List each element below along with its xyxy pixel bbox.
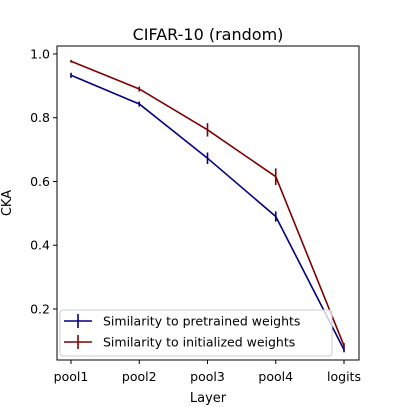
series-lines <box>70 60 345 351</box>
x-tick-label: pool4 <box>258 369 293 384</box>
series-line-2 <box>70 60 345 346</box>
x-tick-label: pool2 <box>122 369 157 384</box>
x-axis-label: Layer <box>190 391 227 406</box>
y-tick-label: 0.2 <box>30 301 50 316</box>
x-tick-label: logits <box>327 369 361 384</box>
y-tick-label: 1.0 <box>30 46 50 61</box>
series-line-1 <box>70 74 345 351</box>
x-axis-ticks: pool1 pool2 pool3 pool4 logits <box>54 360 361 384</box>
error-bars <box>70 60 345 353</box>
x-tick-label: pool3 <box>190 369 225 384</box>
legend-label-2: Similarity to initialized weights <box>103 335 295 350</box>
chart-title: CIFAR-10 (random) <box>133 25 284 44</box>
x-tick-label: pool1 <box>54 369 89 384</box>
legend-frame <box>59 309 333 357</box>
y-tick-label: 0.8 <box>30 110 50 125</box>
legend: Similarity to pretrained weights Similari… <box>59 309 333 357</box>
y-tick-label: 0.4 <box>30 238 50 253</box>
y-tick-label: 0.6 <box>30 174 50 189</box>
y-axis-ticks: 0.2 0.4 0.6 0.8 1.0 <box>30 46 57 316</box>
y-axis-label: CKA <box>0 190 15 216</box>
legend-label-1: Similarity to pretrained weights <box>103 314 300 329</box>
